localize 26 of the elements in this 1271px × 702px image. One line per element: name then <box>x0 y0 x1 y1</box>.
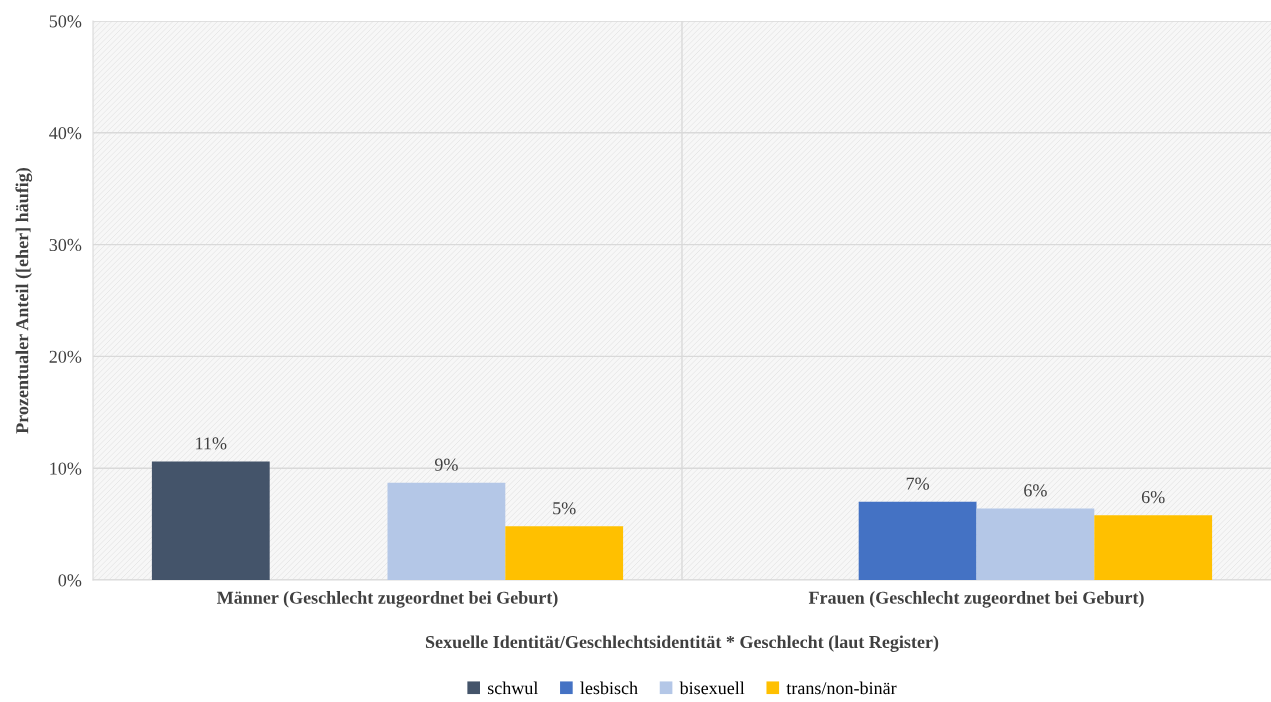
y-tick-label: 40% <box>49 127 82 140</box>
x-axis-title: Sexuelle Identität/Geschlechtsidentität * Geschlecht (laut Register) <box>425 635 939 652</box>
bar <box>151 461 270 580</box>
bar <box>858 501 977 580</box>
y-tick-label: 30% <box>49 238 82 252</box>
legend-label: bisexuell <box>679 681 745 695</box>
data-label: 9% <box>434 458 458 471</box>
legend-label: schwul <box>487 681 539 695</box>
y-tick-label: 50% <box>49 15 82 28</box>
data-label: 5% <box>553 502 576 515</box>
legend-label: lesbisch <box>580 681 638 695</box>
legend-label: trans/non-binär <box>786 681 897 695</box>
bar <box>1094 515 1213 580</box>
y-tick-label: 10% <box>50 462 82 475</box>
bar <box>976 508 1095 580</box>
data-label: 6% <box>1024 484 1047 497</box>
data-label: 7% <box>906 477 930 490</box>
y-axis-title: Prozentualer Anteil ([eher] häufig) <box>15 167 33 434</box>
y-tick-label: 0% <box>58 574 82 587</box>
y-tick-label: 20% <box>49 350 82 363</box>
x-tick-label: Frauen (Geschlecht zugeordnet bei Geburt) <box>808 591 1144 608</box>
data-label: 6% <box>1141 490 1165 504</box>
bar <box>505 526 624 580</box>
x-tick-label: Männer (Geschlecht zugeordnet bei Geburt) <box>216 591 558 608</box>
bar <box>387 482 506 580</box>
data-label: 11% <box>196 437 227 450</box>
